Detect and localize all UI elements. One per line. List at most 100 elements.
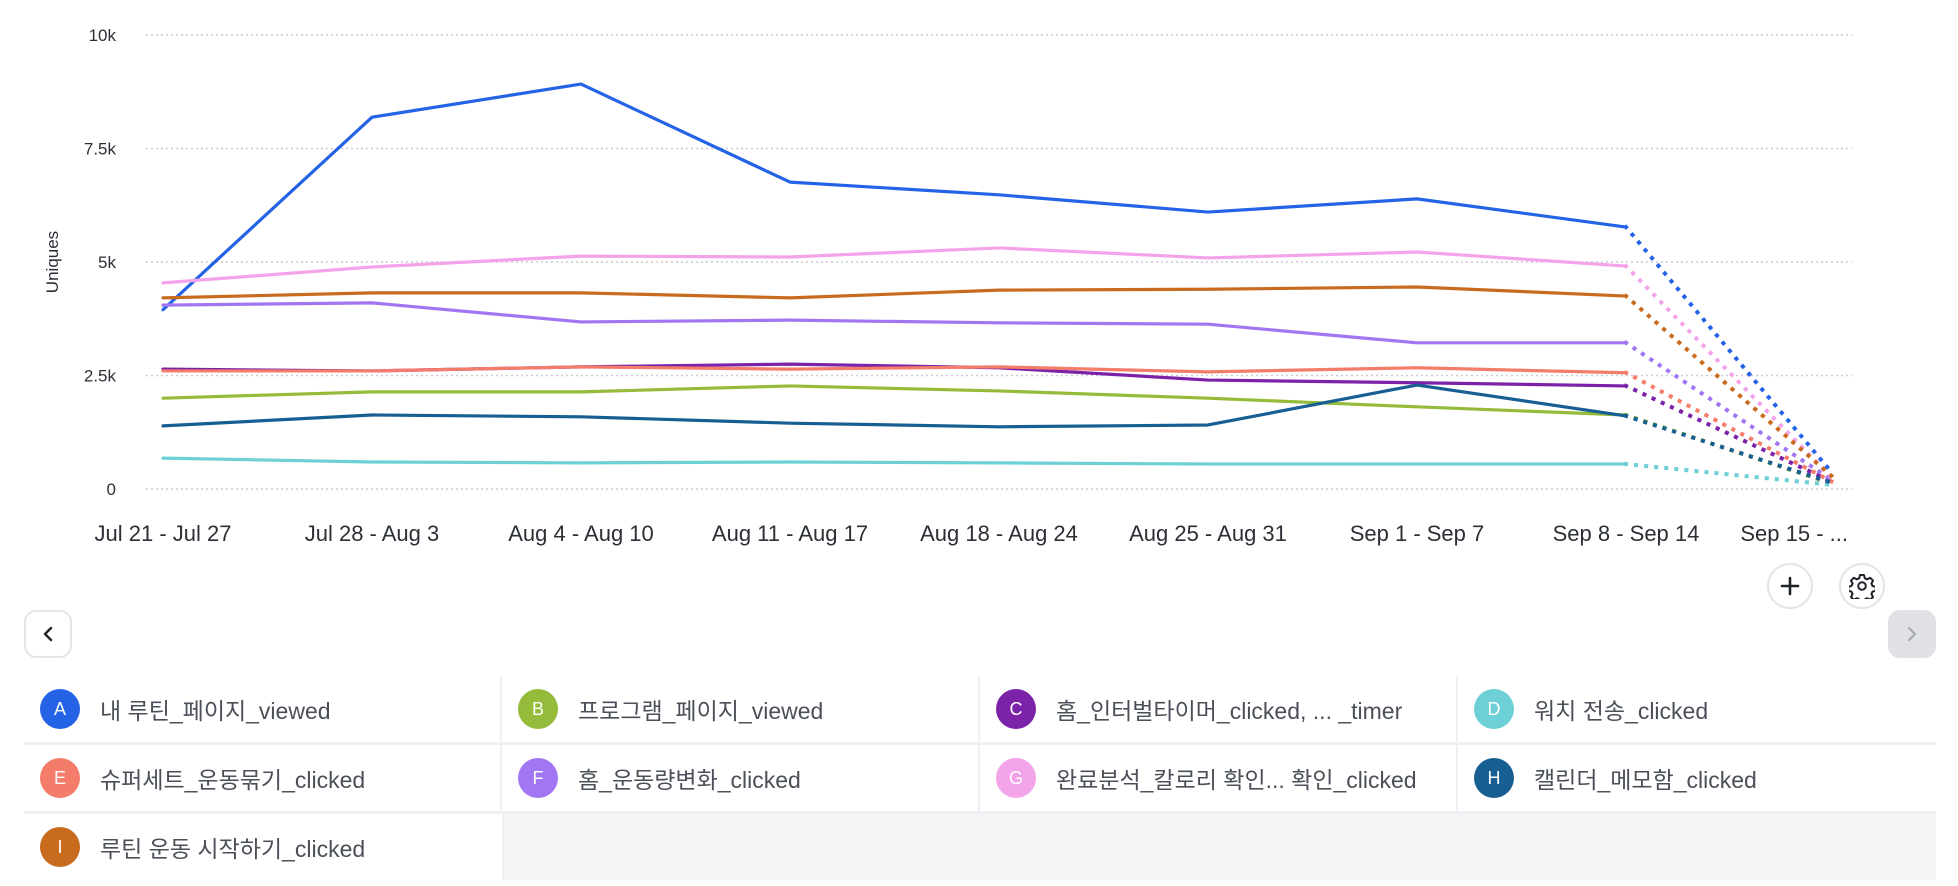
data-point[interactable] — [1411, 337, 1423, 349]
data-point[interactable] — [1411, 362, 1423, 374]
series-G[interactable] — [157, 242, 1841, 485]
data-point[interactable] — [1202, 458, 1214, 470]
data-point[interactable] — [157, 452, 169, 464]
legend-item-D[interactable]: D 워치 전송_clicked — [1458, 676, 1936, 742]
data-point[interactable] — [366, 287, 378, 299]
data-point[interactable] — [993, 457, 1005, 469]
data-point[interactable] — [575, 361, 587, 373]
legend-next-page-button[interactable] — [1888, 610, 1936, 658]
data-point[interactable] — [1202, 283, 1214, 295]
data-point[interactable] — [1411, 281, 1423, 293]
data-point[interactable] — [575, 457, 587, 469]
data-point[interactable] — [784, 417, 796, 429]
data-point[interactable] — [575, 386, 587, 398]
series-projection-line[interactable] — [1623, 263, 1836, 482]
data-point[interactable] — [575, 250, 587, 262]
data-point[interactable] — [993, 317, 1005, 329]
legend-item-E[interactable]: E 슈퍼세트_운동묶기_clicked — [24, 745, 502, 811]
series-projection-line[interactable] — [1623, 370, 1836, 485]
data-point[interactable] — [784, 176, 796, 188]
data-point[interactable] — [1620, 367, 1632, 379]
data-point[interactable] — [1411, 246, 1423, 258]
legend-item-A[interactable]: A 내 루틴_페이지_viewed — [24, 676, 502, 742]
series-F[interactable] — [157, 297, 1841, 487]
data-point[interactable] — [1202, 252, 1214, 264]
data-point[interactable] — [366, 386, 378, 398]
add-button[interactable] — [1767, 563, 1813, 609]
data-point[interactable] — [1202, 392, 1214, 404]
data-point[interactable] — [784, 314, 796, 326]
data-point[interactable] — [1411, 379, 1423, 391]
legend-item-B[interactable]: B 프로그램_페이지_viewed — [502, 676, 980, 742]
series-line[interactable] — [161, 246, 1628, 285]
data-point[interactable] — [993, 361, 1005, 373]
data-point[interactable] — [366, 365, 378, 377]
x-tick-label: Sep 15 - ... — [1740, 521, 1848, 546]
legend-item-G[interactable]: G 완료분석_칼로리 확인... 확인_clicked — [980, 745, 1458, 811]
series-line[interactable] — [161, 365, 1628, 375]
data-point[interactable] — [1202, 318, 1214, 330]
series-line[interactable] — [161, 383, 1628, 429]
legend-item-C[interactable]: C 홈_인터벌타이머_clicked, ... _timer — [980, 676, 1458, 742]
data-point[interactable] — [1620, 458, 1632, 470]
data-point[interactable] — [575, 316, 587, 328]
data-point[interactable] — [1620, 290, 1632, 302]
data-point[interactable] — [784, 251, 796, 263]
data-point[interactable] — [1829, 471, 1841, 483]
series-E[interactable] — [157, 361, 1841, 488]
data-point[interactable] — [1202, 419, 1214, 431]
legend-item-I[interactable]: I 루틴 운동 시작하기_clicked — [24, 814, 504, 880]
series-D[interactable] — [157, 452, 1841, 491]
data-point[interactable] — [366, 409, 378, 421]
data-point[interactable] — [1620, 337, 1632, 349]
legend-item-F[interactable]: F 홈_운동량변화_clicked — [502, 745, 980, 811]
data-point[interactable] — [784, 456, 796, 468]
data-point[interactable] — [1620, 410, 1632, 422]
series-A[interactable] — [157, 78, 1841, 480]
data-point[interactable] — [157, 420, 169, 432]
data-point[interactable] — [157, 392, 169, 404]
data-point[interactable] — [784, 380, 796, 392]
data-point[interactable] — [993, 284, 1005, 296]
data-point[interactable] — [1202, 206, 1214, 218]
series-line[interactable] — [161, 285, 1628, 300]
data-point[interactable] — [1620, 380, 1632, 392]
data-point[interactable] — [784, 292, 796, 304]
data-point[interactable] — [366, 111, 378, 123]
chart-settings-button[interactable] — [1839, 563, 1885, 609]
data-point[interactable] — [993, 385, 1005, 397]
legend-prev-page-button[interactable] — [24, 610, 72, 658]
data-point[interactable] — [1411, 193, 1423, 205]
data-point[interactable] — [366, 456, 378, 468]
series-line[interactable] — [161, 384, 1628, 417]
data-point[interactable] — [157, 277, 169, 289]
data-point[interactable] — [575, 411, 587, 423]
series-line[interactable] — [161, 456, 1628, 466]
series-line[interactable] — [161, 82, 1628, 312]
series-I[interactable] — [157, 281, 1841, 483]
data-point[interactable] — [993, 189, 1005, 201]
data-point[interactable] — [1411, 401, 1423, 413]
data-point[interactable] — [366, 261, 378, 273]
series-H[interactable] — [157, 379, 1841, 489]
legend-item-H[interactable]: H 캘린더_메모함_clicked — [1458, 745, 1936, 811]
series-projection-line[interactable] — [1623, 224, 1836, 477]
data-point[interactable] — [784, 363, 796, 375]
data-point[interactable] — [575, 287, 587, 299]
data-point[interactable] — [1202, 366, 1214, 378]
data-point[interactable] — [157, 365, 169, 377]
series-projection-line[interactable] — [1623, 461, 1836, 488]
series-projection-line[interactable] — [1623, 383, 1836, 485]
data-point[interactable] — [993, 421, 1005, 433]
data-point[interactable] — [1411, 458, 1423, 470]
x-tick-label: Aug 11 - Aug 17 — [712, 521, 868, 546]
data-point[interactable] — [1620, 260, 1632, 272]
series-projection-line[interactable] — [1623, 340, 1836, 484]
series-B[interactable] — [157, 380, 1841, 490]
series-projection-line[interactable] — [1623, 413, 1836, 486]
data-point[interactable] — [1620, 221, 1632, 233]
data-point[interactable] — [575, 78, 587, 90]
series-line[interactable] — [161, 301, 1628, 345]
data-point[interactable] — [993, 242, 1005, 254]
data-point[interactable] — [157, 292, 169, 304]
